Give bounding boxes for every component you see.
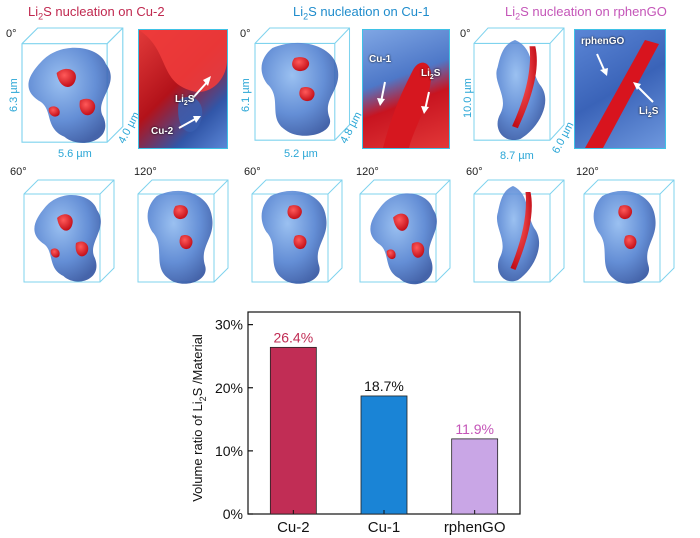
cu1-angle-60: 60°	[244, 166, 261, 178]
cu1-60deg-render	[251, 179, 343, 284]
panel-title-rphengo: Li2S nucleation on rphenGO	[505, 4, 667, 22]
panel-title-cu2: Li2S nucleation on Cu-2	[28, 4, 165, 22]
bar-value-label: 26.4%	[273, 329, 313, 345]
cu1-120deg-render	[359, 179, 451, 285]
x-category-label: rphenGO	[444, 519, 506, 536]
volume-ratio-bar-chart: Volume ratio of Li2S /Material 0% 10% 20% 3…	[190, 311, 521, 536]
cu2-zoom-inset: Li2S Cu-2	[138, 29, 228, 149]
rphengo-dim-width: 8.7 µm	[500, 150, 534, 162]
cu2-dim-width: 5.6 µm	[58, 148, 92, 160]
cu1-angle-120: 120°	[356, 166, 379, 178]
cu1-angle-0: 0°	[240, 28, 251, 40]
bar-cu-2	[269, 346, 317, 515]
cu1-0deg-render	[254, 27, 351, 141]
cu2-angle-0: 0°	[6, 28, 17, 40]
cu2-0deg-render	[21, 27, 124, 143]
cu2-angle-120: 120°	[134, 166, 157, 178]
rphengo-0deg-render	[473, 27, 565, 141]
bar-value-label: 11.9%	[455, 421, 494, 437]
bar-value-label: 18.7%	[364, 378, 404, 394]
y-tick-label: 30%	[215, 317, 243, 333]
x-category-label: Cu-1	[368, 519, 401, 536]
y-tick-label: 0%	[223, 506, 243, 522]
rphengo-angle-60: 60°	[466, 166, 483, 178]
cu2-120deg-render	[137, 179, 229, 284]
cu2-dim-height: 6.3 µm	[8, 78, 20, 112]
y-tick-label: 20%	[215, 380, 243, 396]
rphengo-zoom-inset: rphenGO Li2S	[574, 29, 666, 149]
rphengo-zoom-arrows	[585, 40, 659, 148]
cu2-60deg-render	[23, 179, 115, 283]
rphengo-120deg-render	[583, 179, 675, 284]
cu2-zoom-label-cu2: Cu-2	[151, 126, 174, 137]
panel-title-cu1: Li2S nucleation on Cu-1	[293, 4, 430, 22]
cu1-zoom-label-cu1: Cu-1	[369, 54, 392, 65]
cu2-zoom-label-li2s: Li2S	[175, 94, 195, 107]
rphengo-dim-height: 10.0 µm	[462, 78, 474, 118]
rphengo-angle-0: 0°	[460, 28, 471, 40]
rphengo-zoom-label-rphengo: rphenGO	[581, 36, 625, 47]
chart-ylabel: Volume ratio of Li2S /Material	[190, 334, 208, 502]
cu1-zoom-arrows	[377, 62, 432, 148]
cu1-zoom-inset: Cu-1 Li2S	[362, 29, 450, 149]
bar-rphengo	[451, 438, 499, 515]
cu2-angle-60: 60°	[10, 166, 27, 178]
y-tick-label: 10%	[215, 443, 243, 459]
rphengo-angle-120: 120°	[576, 166, 599, 178]
bar-cu-1	[360, 395, 408, 515]
cu1-dim-width: 5.2 µm	[284, 148, 318, 160]
x-category-label: Cu-2	[277, 519, 310, 536]
cu2-zoom-arrows	[139, 30, 227, 132]
cu1-dim-height: 6.1 µm	[240, 78, 252, 112]
cu1-zoom-label-li2s: Li2S	[421, 68, 441, 81]
rphengo-zoom-label-li2s: Li2S	[639, 106, 659, 119]
rphengo-60deg-render	[473, 179, 565, 283]
